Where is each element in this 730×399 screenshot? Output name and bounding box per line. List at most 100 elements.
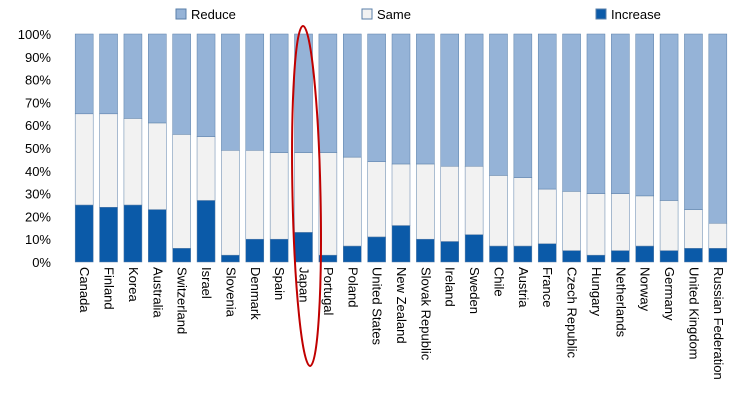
y-tick-label: 60% (25, 118, 51, 133)
bar-segment-same (221, 150, 240, 256)
y-tick-label: 30% (25, 187, 51, 202)
bar-segment-reduce (294, 33, 313, 153)
bar-segment-same (148, 122, 167, 210)
bar-segment-same (196, 136, 216, 201)
bar-segment-increase (367, 236, 386, 263)
y-tick-label: 100% (18, 27, 52, 42)
bar-segment-reduce (74, 33, 94, 115)
x-tick-label: Poland (345, 267, 360, 307)
bar-segment-increase (537, 243, 557, 263)
bar-segment-reduce (586, 33, 606, 194)
bar-segment-same (391, 163, 411, 226)
bar-segment-increase (196, 200, 216, 263)
bar-segment-same (367, 161, 386, 238)
bar-segment-same (611, 193, 630, 251)
x-tick-label: Ireland (443, 267, 458, 307)
bar-segment-reduce (464, 33, 484, 167)
bar-segment-reduce (659, 33, 679, 201)
annotations (291, 25, 322, 367)
x-tick-label: Netherlands (613, 267, 628, 338)
legend-swatch (175, 8, 187, 20)
bar-segment-reduce (513, 33, 533, 178)
y-tick-label: 80% (25, 73, 51, 88)
x-tick-label: Slovak Republic (418, 267, 433, 361)
bar-segment-increase (391, 225, 411, 263)
y-tick-label: 0% (32, 255, 51, 270)
bar-segment-same (684, 209, 703, 249)
bar-segment-reduce (343, 33, 362, 158)
x-tick-label: Czech Republic (565, 267, 580, 359)
bar-segment-same (659, 200, 679, 251)
bar-segment-reduce (684, 33, 703, 210)
bar-segment-same (245, 150, 265, 240)
legend-swatch (361, 8, 373, 20)
x-tick-label: Hungary (589, 267, 604, 317)
bar-segment-reduce (440, 33, 459, 167)
bar-segment-same (464, 165, 484, 235)
x-tick-label: Austria (516, 267, 531, 308)
bar-segment-reduce (489, 33, 508, 176)
bar-segment-same (172, 134, 191, 249)
x-tick-label: Finland (102, 267, 117, 310)
x-tick-label: Spain (272, 267, 287, 300)
bar-segment-reduce (196, 33, 216, 137)
bar-segment-same (416, 163, 435, 240)
x-tick-label: Switzerland (175, 267, 190, 334)
x-tick-label: Australia (150, 267, 165, 318)
bar-segment-reduce (245, 33, 265, 151)
bar-segment-reduce (708, 33, 728, 224)
bar-segment-increase (343, 245, 362, 263)
legend-label: Increase (611, 7, 661, 22)
bar-segment-same (489, 175, 508, 247)
bar-segment-same (513, 177, 533, 247)
y-tick-label: 90% (25, 50, 51, 65)
bar-segment-same (586, 193, 606, 256)
bar-segment-increase (464, 234, 484, 263)
bar-segment-increase (489, 245, 508, 263)
y-tick-label: 40% (25, 164, 51, 179)
bar-segment-reduce (611, 33, 630, 194)
x-tick-label: Israel (199, 267, 214, 299)
bar-segment-reduce (537, 33, 557, 190)
bar-segment-increase (708, 248, 728, 263)
bar-segment-increase (684, 248, 703, 263)
x-tick-label: France (540, 267, 555, 307)
y-tick-label: 20% (25, 209, 51, 224)
bar-segment-increase (635, 245, 654, 263)
bar-segment-increase (74, 204, 94, 263)
bar-segment-increase (148, 209, 167, 263)
bar-segment-same (294, 152, 313, 233)
bar-segment-reduce (635, 33, 654, 197)
bar-segment-same (99, 113, 118, 208)
x-tick-label: Denmark (248, 267, 263, 320)
bar-segment-reduce (562, 33, 581, 192)
bar-segment-same (123, 118, 143, 206)
bar-segment-reduce (416, 33, 435, 165)
x-tick-label: Slovenia (223, 267, 238, 318)
bar-segment-increase (659, 250, 679, 263)
y-tick-label: 50% (25, 141, 51, 156)
highlight-ellipse (291, 25, 322, 367)
y-tick-label: 70% (25, 95, 51, 110)
bar-segment-increase (269, 238, 289, 263)
legend-swatch (595, 8, 607, 20)
x-tick-label: Sweden (467, 267, 482, 314)
legend: Reduce Same Increase (175, 7, 661, 22)
bar-segment-same (269, 152, 289, 240)
x-axis-labels: Canada Finland Korea Australia Switzerland Is… (77, 267, 726, 380)
bar-segment-reduce (123, 33, 143, 119)
y-axis: 0% 10% 20% 30% 40% 50% 60% 70% 80% 90% 100% (18, 27, 52, 270)
x-tick-label: Portugal (321, 267, 336, 316)
bar-segment-reduce (269, 33, 289, 153)
bar-segment-increase (513, 245, 533, 263)
bar-segment-same (708, 222, 728, 249)
x-tick-label: Canada (77, 267, 92, 313)
bar-segment-increase (172, 248, 191, 263)
bars (74, 33, 728, 263)
bar-segment-increase (440, 241, 459, 263)
x-tick-label: Chile (491, 267, 506, 297)
bar-segment-same (343, 156, 362, 247)
bar-segment-same (635, 195, 654, 247)
x-tick-label: Japan (297, 267, 312, 302)
bar-segment-reduce (367, 33, 386, 162)
